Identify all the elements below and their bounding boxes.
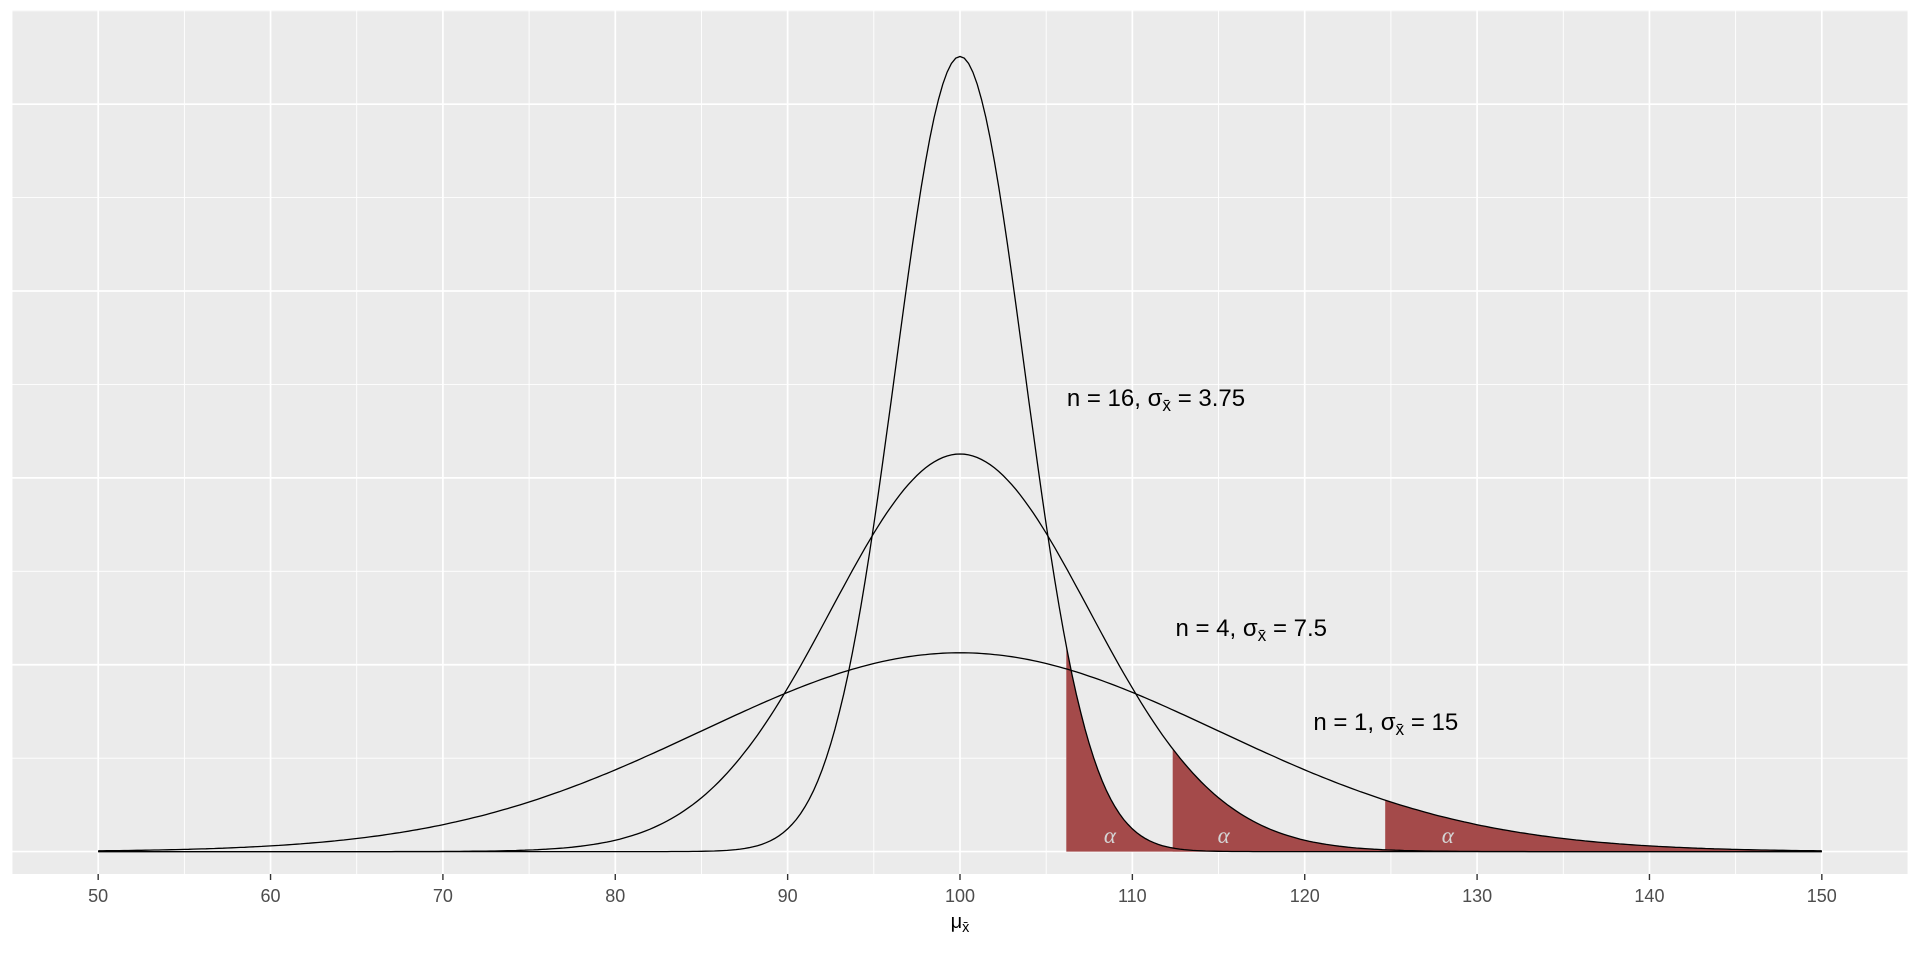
curve-n1 (98, 652, 1822, 852)
alpha-region-n1 (1385, 800, 1822, 852)
x-tick-label: 100 (945, 886, 975, 906)
x-tick-label: 140 (1634, 886, 1664, 906)
curve-label-n4: n = 4, σx̄ = 7.5 (1175, 614, 1328, 645)
x-tick-label: 90 (778, 886, 798, 906)
alpha-label-2: α (1217, 822, 1230, 848)
x-tick-label: 150 (1807, 886, 1837, 906)
x-tick-label: 60 (261, 886, 281, 906)
x-tick-label: 70 (433, 886, 453, 906)
x-axis-label: μx̄ (950, 911, 970, 937)
curve-label-n1: n = 1, σx̄ = 15 (1313, 709, 1459, 739)
x-tick-label: 130 (1462, 886, 1492, 906)
x-tick-label: 110 (1118, 886, 1147, 906)
alpha-label-1: α (1103, 822, 1116, 848)
alpha-region-n4 (1172, 748, 1822, 852)
curve-n4 (98, 453, 1822, 853)
x-tick-label: 120 (1290, 886, 1320, 906)
alpha-label-3: α (1441, 822, 1454, 848)
curve-label-n16: n = 16, σx̄ = 3.75 (1066, 385, 1246, 416)
x-tick-label: 50 (88, 886, 108, 906)
x-tick-label: 80 (605, 886, 625, 906)
